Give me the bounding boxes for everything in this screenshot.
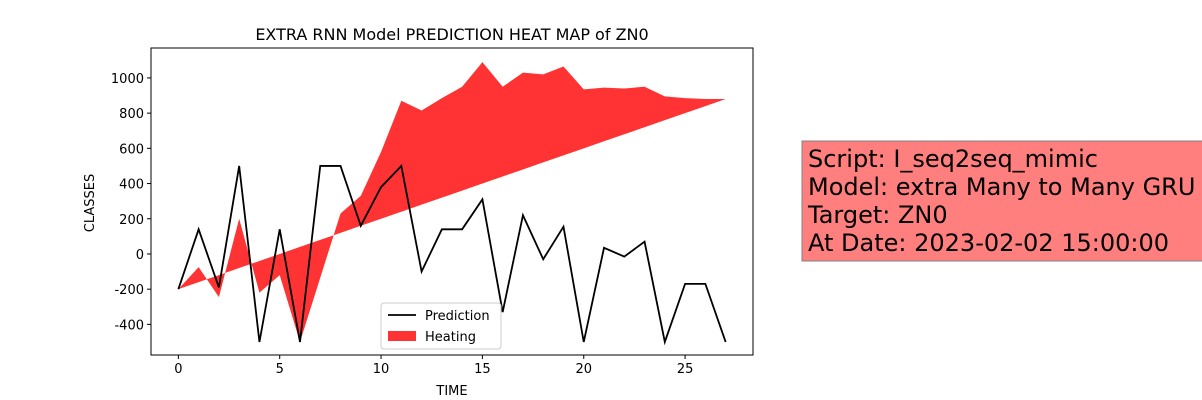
y-tick-label: -200 xyxy=(114,283,144,298)
x-tick-label: 20 xyxy=(575,362,592,377)
prediction-line xyxy=(177,164,727,346)
annotation-box xyxy=(801,140,1202,262)
x-tick-label: 5 xyxy=(276,362,284,377)
x-tick-label: 10 xyxy=(373,362,390,377)
legend-swatch xyxy=(388,331,416,341)
annotation-text: At Date: 2023-02-02 15:00:00 xyxy=(808,229,1169,257)
y-tick-label: 800 xyxy=(119,107,144,122)
y-tick-label: -400 xyxy=(114,318,144,333)
y-tick-label: 0 xyxy=(136,248,144,263)
legend: Prediction Heating xyxy=(380,302,502,350)
x-axis-label: TIME xyxy=(435,384,467,399)
x-tick-label: 0 xyxy=(174,362,182,377)
annotation-text: Model: extra Many to Many GRU xyxy=(808,173,1195,201)
legend-label: Prediction xyxy=(425,309,490,324)
y-tick-label: 200 xyxy=(119,213,144,228)
y-tick-label: 400 xyxy=(119,178,144,193)
legend-label: Heating xyxy=(425,330,476,345)
y-axis-label: CLASSES xyxy=(83,174,98,232)
x-tick-label: 25 xyxy=(677,362,694,377)
plot-frame xyxy=(150,47,754,356)
y-tick-label: 1000 xyxy=(111,72,144,87)
annotation-text: Script: I_seq2seq_mimic xyxy=(808,145,1098,173)
x-tick-label: 15 xyxy=(474,362,491,377)
annotation-text: Target: ZN0 xyxy=(807,201,948,229)
chart-title: EXTRA RNN Model PREDICTION HEAT MAP of Z… xyxy=(255,25,648,44)
heating-area xyxy=(178,62,726,342)
y-tick-label: 600 xyxy=(119,142,144,157)
